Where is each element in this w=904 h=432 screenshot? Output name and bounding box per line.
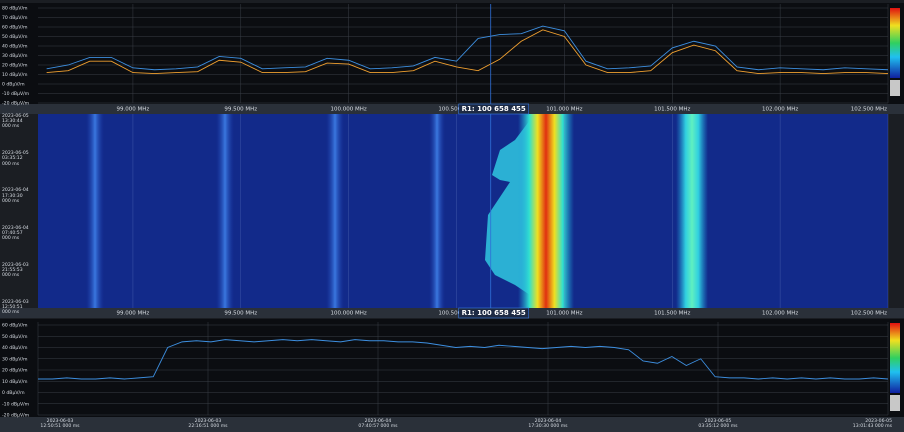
time-label: 2023-06-05 13:30:44 000 ms <box>2 114 29 130</box>
x-tick-label: 101.500 MHz <box>654 311 690 317</box>
y-tick-label: 30 dBµV/m <box>2 356 28 362</box>
y-tick-label: 50 dBµV/m <box>2 334 28 340</box>
x-tick-label: 99.500 MHz <box>224 107 257 113</box>
time-label: 2023-06-03 21:55:53 000 ms <box>2 262 29 279</box>
y-tick-label: 30 dBµV/m <box>2 53 28 59</box>
y-tick-label: 60 dBµV/m <box>2 25 28 31</box>
x-tick-label: 102.000 MHz <box>762 311 798 317</box>
x-tick-label: 100.000 MHz <box>331 107 367 113</box>
time-label: 2023-06-05 13:01:43 000 ms <box>852 419 892 430</box>
waterfall <box>38 114 888 308</box>
time-label: 2023-06-04 17:30:30 000 ms <box>528 419 568 430</box>
x-tick-label: 100.500 MHz <box>438 311 474 317</box>
time-label: 2023-06-04 07:40:57 000 ms <box>358 419 398 430</box>
x-tick-label: 102.000 MHz <box>762 107 798 113</box>
time-label: 2023-06-03 12:50:51 000 ms <box>2 300 29 316</box>
y-tick-label: 0 dBµV/m <box>2 82 25 88</box>
color-scale-handle <box>890 395 900 411</box>
time-label: 2023-06-04 17:30:30 000 ms <box>2 188 29 204</box>
x-tick-label: 101.500 MHz <box>654 107 690 113</box>
x-tick-label: 102.500 MHz <box>851 107 887 113</box>
y-tick-label: 20 dBµV/m <box>2 368 28 374</box>
x-tick-label: 101.000 MHz <box>546 107 582 113</box>
spectrum-trace <box>46 29 889 75</box>
x-tick-label: 99.000 MHz <box>117 311 150 317</box>
x-tick-label: 100.000 MHz <box>331 311 367 317</box>
y-tick-label: 10 dBµV/m <box>2 72 28 78</box>
y-tick-label: -10 dBµV/m <box>2 401 30 407</box>
spectrum-trace <box>46 25 889 71</box>
y-tick-label: -10 dBµV/m <box>2 91 30 97</box>
level-trace <box>38 339 889 380</box>
x-tick-label: 100.500 MHz <box>438 107 474 113</box>
y-tick-label: -20 dBµV/m <box>2 413 30 419</box>
color-scale-handle <box>890 80 900 96</box>
y-tick-label: 40 dBµV/m <box>2 44 28 50</box>
spectrum-panel <box>0 3 904 104</box>
marker-box <box>458 307 530 319</box>
x-tick-label: 99.500 MHz <box>224 311 257 317</box>
y-tick-label: 50 dBµV/m <box>2 34 28 40</box>
freq-strip <box>0 104 904 114</box>
waterfall-stripes <box>86 114 708 308</box>
time-label: 2023-06-03 22:16:51 000 ms <box>188 419 228 430</box>
y-tick-label: 60 dBµV/m <box>2 323 28 329</box>
time-label: 2023-06-03 12:50:51 000 ms <box>40 419 80 430</box>
y-tick-label: 80 dBµV/m <box>2 6 28 12</box>
level-panel <box>0 319 904 417</box>
marker-box <box>458 103 530 115</box>
y-tick-label: 20 dBµV/m <box>2 63 28 69</box>
y-tick-label: 70 dBµV/m <box>2 15 28 21</box>
y-tick-label: 40 dBµV/m <box>2 345 28 351</box>
y-tick-label: 10 dBµV/m <box>2 379 28 385</box>
time-label: 2023-06-05 03:35:12 000 ms <box>2 151 29 167</box>
time-strip <box>0 417 904 432</box>
freq-strip <box>0 308 904 318</box>
color-scale <box>890 323 900 393</box>
x-tick-label: 101.000 MHz <box>546 311 582 317</box>
marker-label: R1: 100 658 455 <box>462 105 526 113</box>
time-label: 2023-06-04 07:40:57 000 ms <box>2 225 29 241</box>
y-tick-label: -20 dBµV/m <box>2 101 30 107</box>
y-tick-label: 0 dBµV/m <box>2 390 25 396</box>
marker-label: R1: 100 658 455 <box>462 309 526 317</box>
x-tick-label: 102.500 MHz <box>851 311 887 317</box>
time-label: 2023-06-05 03:35:12 000 ms <box>698 419 738 430</box>
x-tick-label: 99.000 MHz <box>117 107 150 113</box>
color-scale <box>890 8 900 78</box>
